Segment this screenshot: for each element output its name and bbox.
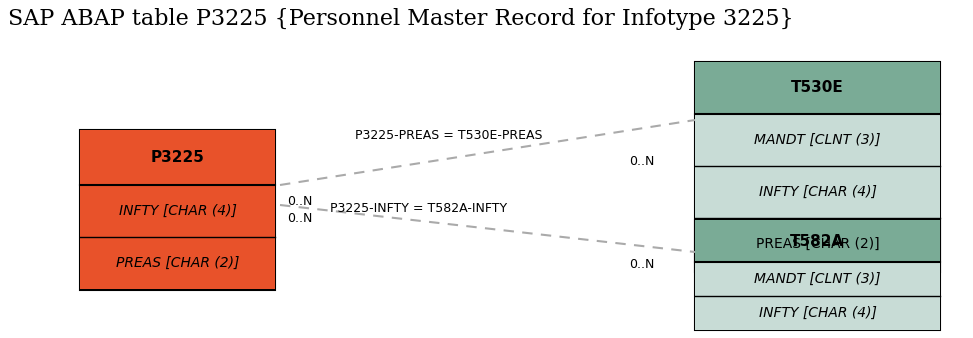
Text: P3225-PREAS = T530E-PREAS: P3225-PREAS = T530E-PREAS (355, 129, 543, 142)
Text: P3225-INFTY = T582A-INFTY: P3225-INFTY = T582A-INFTY (330, 202, 507, 215)
Bar (695, 62, 940, 272)
Bar (695, 62, 940, 114)
Text: PREAS [CHAR (2)]: PREAS [CHAR (2)] (756, 237, 880, 251)
Text: T530E: T530E (791, 80, 844, 96)
Text: 0..N: 0..N (630, 155, 655, 168)
Text: INFTY [CHAR (4)]: INFTY [CHAR (4)] (759, 306, 877, 320)
Text: PREAS [CHAR (2)]: PREAS [CHAR (2)] (116, 256, 239, 270)
Bar (695, 114, 940, 166)
Bar (695, 166, 940, 218)
Text: SAP ABAP table P3225 {Personnel Master Record for Infotype 3225}: SAP ABAP table P3225 {Personnel Master R… (8, 8, 794, 30)
Bar (80, 185, 275, 237)
Bar (80, 130, 275, 185)
Bar (695, 220, 940, 262)
Bar (695, 220, 940, 330)
Bar (695, 296, 940, 330)
Bar (695, 262, 940, 296)
Text: 0..N: 0..N (287, 195, 312, 208)
Text: INFTY [CHAR (4)]: INFTY [CHAR (4)] (759, 185, 877, 199)
Text: 0..N: 0..N (287, 212, 312, 225)
Text: 0..N: 0..N (630, 258, 655, 271)
Text: P3225: P3225 (151, 150, 204, 165)
Bar (695, 218, 940, 270)
Text: MANDT [CLNT (3)]: MANDT [CLNT (3)] (754, 272, 881, 286)
Text: MANDT [CLNT (3)]: MANDT [CLNT (3)] (754, 133, 881, 147)
Bar (80, 130, 275, 290)
Text: T582A: T582A (790, 234, 845, 248)
Text: INFTY [CHAR (4)]: INFTY [CHAR (4)] (119, 204, 236, 218)
Bar (80, 237, 275, 289)
